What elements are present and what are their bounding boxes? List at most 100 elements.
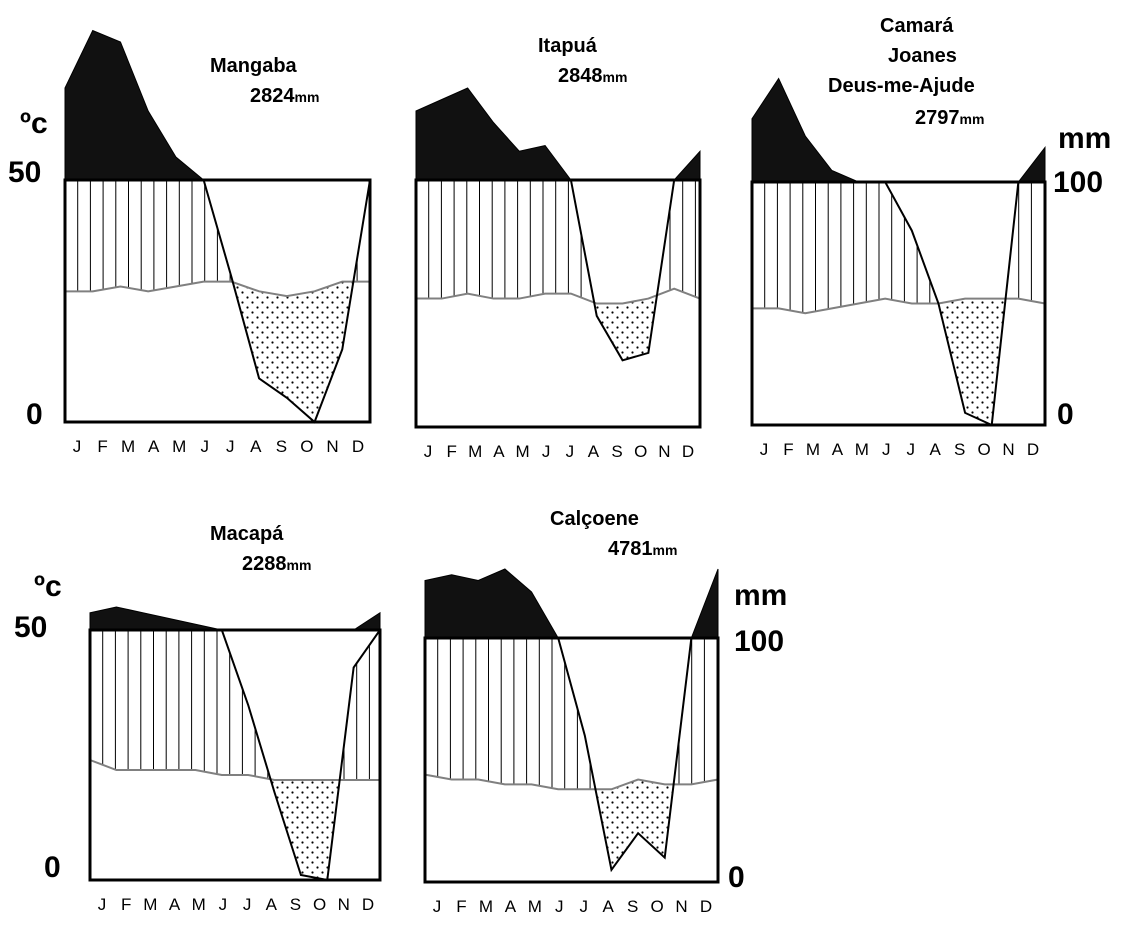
temperature-line <box>89 759 380 781</box>
chart-frame <box>750 180 1047 427</box>
month-label: J <box>882 440 891 459</box>
temp-max-label-bottom: 50 <box>14 611 47 644</box>
month-label: D <box>700 897 712 916</box>
climate-chart-2: J F M A M J J A S O N DCamaráJoanesDeus-me-Ajude279… <box>750 15 1047 459</box>
dry-area <box>752 298 1045 425</box>
month-label: M <box>192 895 206 914</box>
month-label: J <box>424 442 433 461</box>
precip-excess-area <box>424 568 719 639</box>
month-label: A <box>930 440 942 459</box>
precip-total-unit: mm <box>603 69 628 85</box>
under-precip-white <box>90 760 380 880</box>
precip-max-label-bottom: 100 <box>734 625 784 658</box>
precip-min-label-bottom: 0 <box>728 861 745 894</box>
precip-unit-label-bottom: mm <box>734 579 787 612</box>
month-label: A <box>505 897 517 916</box>
month-label: A <box>588 442 600 461</box>
month-label: S <box>627 897 638 916</box>
month-label: F <box>446 442 456 461</box>
month-label: J <box>906 440 915 459</box>
dry-dots-group <box>752 298 1045 425</box>
chart-frame <box>63 178 372 424</box>
temp-min-label-top: 0 <box>26 398 43 431</box>
month-label: M <box>515 442 529 461</box>
under-precip-white <box>65 281 370 422</box>
month-label: S <box>954 440 965 459</box>
station-name: Joanes <box>888 45 957 67</box>
month-label: M <box>806 440 820 459</box>
station-name: Itapuá <box>538 35 598 57</box>
precip-total: 2288mm <box>242 553 311 575</box>
month-label: M <box>121 437 135 456</box>
month-label: J <box>219 895 228 914</box>
chart-frame <box>88 628 382 882</box>
precip-total: 2797mm <box>915 107 984 129</box>
temp-unit-label-top: ºc <box>20 107 48 140</box>
month-label: M <box>528 897 542 916</box>
month-label: J <box>226 437 235 456</box>
month-label: N <box>1002 440 1014 459</box>
precip-total-unit: mm <box>295 89 320 105</box>
month-label: S <box>276 437 287 456</box>
month-label: M <box>468 442 482 461</box>
month-label: O <box>313 895 326 914</box>
month-label: A <box>250 437 262 456</box>
dry-area <box>90 760 380 880</box>
precip-max-label-top: 100 <box>1053 166 1103 199</box>
precip-total-value: 4781 <box>608 538 653 560</box>
station-name: Calçoene <box>550 508 639 530</box>
month-label: F <box>783 440 793 459</box>
temp-max-label-top: 50 <box>8 156 41 189</box>
precip-total-value: 2797 <box>915 107 960 129</box>
dry-area <box>425 774 718 882</box>
month-label: D <box>1027 440 1039 459</box>
month-label: A <box>832 440 844 459</box>
month-label: N <box>658 442 670 461</box>
temperature-line <box>752 297 1046 315</box>
month-label: F <box>97 437 107 456</box>
under-precip-white <box>425 774 718 882</box>
precip-total-value: 2288 <box>242 553 287 575</box>
month-label: O <box>300 437 313 456</box>
precip-excess-area <box>89 606 381 631</box>
month-label: O <box>650 897 663 916</box>
month-label: A <box>603 897 615 916</box>
precip-excess-area <box>64 29 370 181</box>
month-label: N <box>675 897 687 916</box>
month-label: J <box>98 895 107 914</box>
precip-total: 2848mm <box>558 65 627 87</box>
month-label: F <box>121 895 131 914</box>
precip-total-unit: mm <box>287 557 312 573</box>
month-label: A <box>266 895 278 914</box>
month-label: F <box>456 897 466 916</box>
month-label: O <box>977 440 990 459</box>
station-name: Deus-me-Ajude <box>828 75 975 97</box>
precip-total-value: 2824 <box>250 85 295 107</box>
precip-total-value: 2848 <box>558 65 603 87</box>
month-label: J <box>579 897 588 916</box>
month-label: M <box>855 440 869 459</box>
temp-unit-label-bottom: ºc <box>34 570 62 603</box>
station-name: Macapá <box>210 523 284 545</box>
precip-total: 4781mm <box>608 538 677 560</box>
month-label: D <box>682 442 694 461</box>
month-label: N <box>326 437 338 456</box>
temperature-line <box>416 287 701 305</box>
precip-total: 2824mm <box>250 85 319 107</box>
month-label: J <box>566 442 575 461</box>
month-label: J <box>433 897 442 916</box>
month-label: J <box>73 437 82 456</box>
dry-dots-group <box>90 760 380 880</box>
month-label: M <box>172 437 186 456</box>
month-label: O <box>634 442 647 461</box>
under-precip-white <box>752 298 1045 425</box>
dry-dots-group <box>425 774 718 882</box>
month-label: J <box>542 442 551 461</box>
dry-area <box>65 281 370 422</box>
month-label: J <box>760 440 769 459</box>
